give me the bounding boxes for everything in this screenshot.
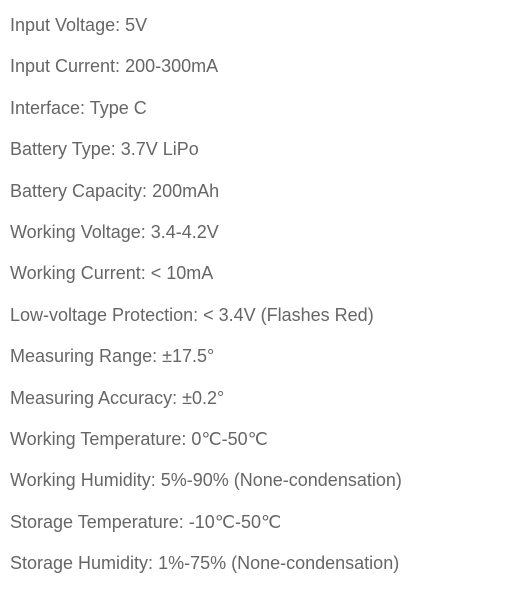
spec-row: Input Current: 200-300mA [10, 55, 511, 78]
spec-row: Storage Humidity: 1%-75% (None-condensat… [10, 552, 511, 575]
spec-label: Input Voltage: [10, 15, 125, 35]
spec-label: Battery Type: [10, 139, 121, 159]
spec-row: Interface: Type C [10, 97, 511, 120]
spec-label: Measuring Range: [10, 346, 162, 366]
spec-value: 5V [125, 15, 147, 35]
spec-row: Working Current: < 10mA [10, 262, 511, 285]
spec-label: Battery Capacity: [10, 181, 152, 201]
spec-row: Measuring Accuracy: ±0.2° [10, 387, 511, 410]
spec-value: 1%-75% (None-condensation) [158, 553, 399, 573]
spec-label: Interface: [10, 98, 90, 118]
spec-value: Type C [90, 98, 147, 118]
spec-value: 0℃-50℃ [191, 429, 267, 449]
spec-value: ±17.5° [162, 346, 214, 366]
spec-label: Storage Humidity: [10, 553, 158, 573]
spec-label: Input Current: [10, 56, 125, 76]
spec-row: Input Voltage: 5V [10, 14, 511, 37]
spec-label: Working Voltage: [10, 222, 151, 242]
spec-label: Low-voltage Protection: [10, 305, 203, 325]
spec-value: 3.4-4.2V [151, 222, 219, 242]
spec-row: Working Voltage: 3.4-4.2V [10, 221, 511, 244]
spec-row: Measuring Range: ±17.5° [10, 345, 511, 368]
spec-row: Storage Temperature: -10℃-50℃ [10, 511, 511, 534]
spec-label: Working Humidity: [10, 470, 161, 490]
spec-row: Low-voltage Protection: < 3.4V (Flashes … [10, 304, 511, 327]
spec-value: 5%-90% (None-condensation) [161, 470, 402, 490]
spec-value: 200mAh [152, 181, 219, 201]
spec-value: 200-300mA [125, 56, 218, 76]
spec-value: ±0.2° [182, 388, 224, 408]
spec-row: Working Temperature: 0℃-50℃ [10, 428, 511, 451]
spec-value: -10℃-50℃ [189, 512, 281, 532]
spec-label: Storage Temperature: [10, 512, 189, 532]
spec-value: < 10mA [151, 263, 214, 283]
spec-label: Working Temperature: [10, 429, 191, 449]
spec-label: Working Current: [10, 263, 151, 283]
spec-value: 3.7V LiPo [121, 139, 199, 159]
spec-list: Input Voltage: 5V Input Current: 200-300… [0, 0, 521, 603]
spec-value: < 3.4V (Flashes Red) [203, 305, 374, 325]
spec-label: Measuring Accuracy: [10, 388, 182, 408]
spec-row: Battery Type: 3.7V LiPo [10, 138, 511, 161]
spec-row: Working Humidity: 5%-90% (None-condensat… [10, 469, 511, 492]
spec-row: Battery Capacity: 200mAh [10, 180, 511, 203]
